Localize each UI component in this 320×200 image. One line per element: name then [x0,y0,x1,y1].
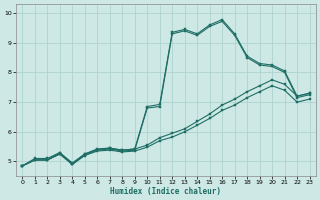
X-axis label: Humidex (Indice chaleur): Humidex (Indice chaleur) [110,187,221,196]
